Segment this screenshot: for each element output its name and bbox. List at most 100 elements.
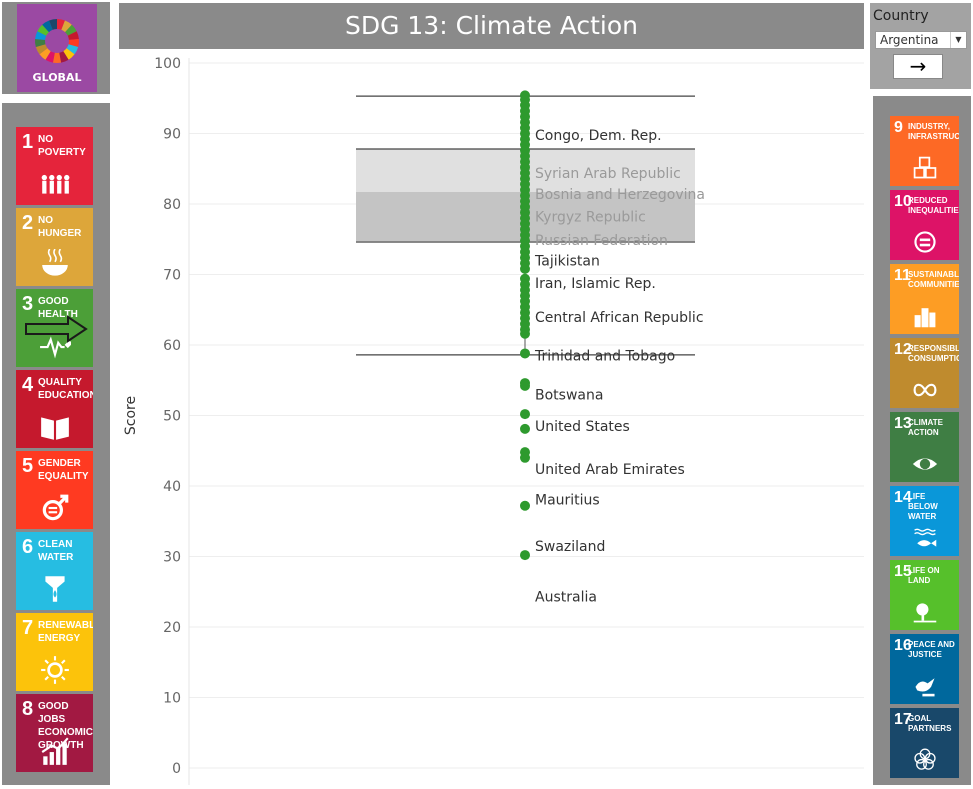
arrow-right-icon: →: [909, 54, 927, 78]
infinity-icon: [913, 383, 936, 397]
goal-number: 14: [894, 489, 912, 506]
global-panel: GLOBAL: [2, 2, 110, 94]
goal-tile-16[interactable]: 16 Peace and Justice: [890, 634, 959, 704]
rings-icon: [913, 748, 936, 770]
goal-tile-13[interactable]: 13 Climate Action: [890, 412, 959, 482]
cubes-icon: [913, 156, 936, 179]
country-label: United Arab Emirates: [535, 462, 685, 478]
y-tick-label: 10: [163, 691, 181, 707]
data-point[interactable]: [520, 550, 530, 561]
goal-tile-17[interactable]: 17 Goal Partners: [890, 708, 959, 778]
goal-tile-6[interactable]: 6 Clean Water: [16, 532, 93, 610]
goal-number: 7: [22, 617, 34, 639]
goal-name: Peace and Justice: [908, 640, 955, 659]
country-label: Central African Republic: [535, 310, 704, 326]
goal-tile-8[interactable]: 8 Good Jobs Economic Growth: [16, 694, 93, 772]
goal-number: 5: [22, 455, 34, 477]
score-chart-svg: 0 10 20 30 40 50 60 70 80 90 100 Score Congo, Dem. R…: [123, 56, 864, 785]
goal-tile-15[interactable]: 15 Life On Land: [890, 560, 959, 630]
global-button[interactable]: GLOBAL: [17, 4, 97, 92]
y-tick-label: 60: [163, 338, 181, 354]
data-point[interactable]: [520, 380, 530, 391]
y-tick-label: 20: [163, 620, 181, 636]
go-arrow-button[interactable]: →: [893, 54, 943, 79]
dove-icon: [914, 678, 935, 697]
eye-globe-icon: [912, 458, 937, 470]
goal-name: Industry, Infrastructure: [908, 122, 959, 141]
global-label: GLOBAL: [32, 71, 82, 84]
y-tick-label: 0: [172, 761, 181, 777]
goal-name: Life On Land: [908, 566, 940, 585]
country-dropdown[interactable]: Argentina ▼: [875, 31, 967, 49]
country-label: Tajikistan: [534, 253, 600, 269]
data-point[interactable]: [520, 452, 530, 463]
goal-name: Reduced Inequalities: [908, 196, 959, 215]
goal-name: No Hunger: [38, 215, 82, 239]
y-tick-label: 100: [154, 56, 181, 72]
goal-number: 8: [22, 698, 34, 720]
country-label: Syrian Arab Republic: [535, 166, 681, 182]
data-point[interactable]: [520, 409, 530, 420]
goal-name: Climate Action: [908, 418, 943, 437]
country-dropdown-value: Argentina: [880, 33, 939, 47]
y-axis-label: Score: [123, 396, 139, 435]
country-label: Botswana: [535, 387, 603, 403]
data-point[interactable]: [520, 348, 530, 359]
people-icon: [41, 174, 69, 194]
goal-tile-14[interactable]: 14 Life Below Water: [890, 486, 959, 556]
country-filter: Country Argentina ▼ →: [870, 3, 971, 89]
goal-tile-5[interactable]: 5 Gender Equality: [16, 451, 93, 529]
y-tick-label: 80: [163, 197, 181, 213]
water-drop-icon: [44, 576, 65, 602]
data-point[interactable]: [520, 423, 530, 434]
country-label: Congo, Dem. Rep.: [535, 128, 662, 144]
goal-name: Goal Partners: [908, 714, 952, 733]
goal-name: Good Health: [38, 296, 78, 320]
goal-number: 1: [22, 131, 34, 153]
country-label: Mauritius: [535, 492, 600, 508]
goal-number: 16: [894, 637, 912, 654]
goal-tile-2[interactable]: 2 No Hunger: [16, 208, 93, 286]
country-label: Russian Federation: [535, 233, 668, 249]
goal-number: 9: [894, 119, 903, 136]
goal-number: 17: [894, 711, 912, 728]
goal-name: Gender Equality: [38, 458, 89, 482]
y-tick-label: 70: [163, 268, 181, 284]
goal-tile-7[interactable]: 7Renewable Energy: [16, 613, 93, 691]
goal-name: Responsible Consumption: [908, 344, 959, 363]
heartbeat-icon: [39, 336, 71, 359]
goal-tile-4[interactable]: 4 Quality Education: [16, 370, 93, 448]
country-label: United States: [535, 419, 630, 435]
goal-number: 15: [894, 563, 912, 580]
sdg-wheel-icon: [35, 19, 79, 64]
country-label: Trinidad and Tobago: [534, 349, 675, 365]
growth-chart-icon: [41, 737, 69, 765]
goal-tile-1[interactable]: 1 No Poverty: [16, 127, 93, 205]
goal-name: Life Below Water: [908, 492, 938, 521]
score-chart: 0 10 20 30 40 50 60 70 80 90 100 Score Congo, Dem. R…: [119, 52, 864, 785]
country-label: Australia: [535, 590, 597, 606]
tree-icon: [913, 603, 936, 623]
goal-tile-10[interactable]: 10 Reduced Inequalities: [890, 190, 959, 260]
goal-name: Quality Education: [38, 377, 93, 401]
arrow-right-icon: [25, 315, 88, 343]
country-label: Swaziland: [535, 539, 605, 555]
goal-number: 12: [894, 341, 912, 358]
y-tick-label: 90: [163, 127, 181, 143]
y-tick-label: 40: [163, 479, 181, 495]
country-filter-label: Country: [873, 8, 929, 24]
page-title: SDG 13: Climate Action: [119, 3, 864, 49]
bowl-icon: [41, 249, 68, 276]
data-point[interactable]: [520, 500, 530, 511]
data-point[interactable]: [520, 263, 530, 274]
country-label: Bosnia and Herzegovina: [535, 187, 705, 203]
goal-tile-3[interactable]: 3 Good Health: [16, 289, 93, 367]
goal-name: Clean Water: [38, 539, 74, 563]
goal-tile-11[interactable]: 11Sustainable Communities: [890, 264, 959, 334]
chevron-down-icon[interactable]: ▼: [950, 32, 966, 48]
goal-tile-9[interactable]: 9 Industry, Infrastructure: [890, 116, 959, 186]
goal-name: No Poverty: [38, 134, 86, 158]
data-point[interactable]: [520, 328, 530, 339]
buildings-icon: [914, 308, 935, 328]
goal-tile-12[interactable]: 12Responsible Consumption: [890, 338, 959, 408]
